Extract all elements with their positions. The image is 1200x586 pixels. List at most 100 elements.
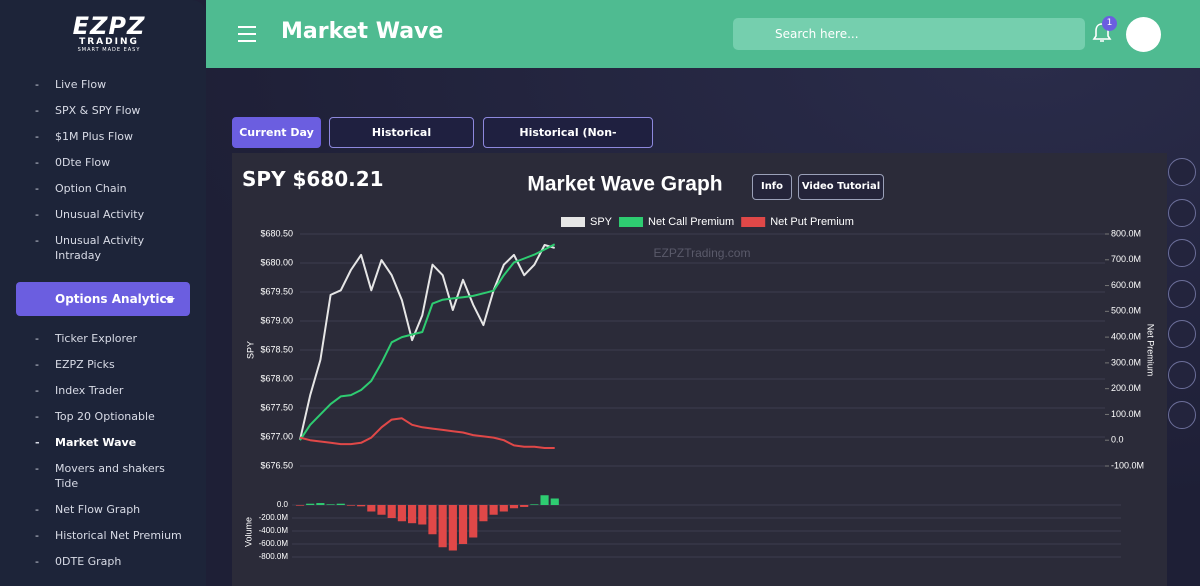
y2-tick-label: 500.0M <box>1111 306 1141 316</box>
y-tick-label: -800.0M <box>259 552 289 561</box>
bar <box>489 505 498 515</box>
legend-swatch <box>561 217 585 227</box>
logo[interactable]: EZPZ TRADING SMART MADE EASY <box>64 12 154 53</box>
nav-item[interactable]: Option Chain <box>0 181 190 196</box>
bar <box>346 505 356 506</box>
y2-tick-label: 700.0M <box>1111 254 1141 264</box>
icon-button[interactable] <box>1168 360 1196 389</box>
nav-item[interactable]: Movers and shakers Tide <box>0 461 190 491</box>
bar <box>448 505 457 551</box>
series-line <box>299 244 555 441</box>
bar <box>377 505 386 515</box>
bar <box>295 505 305 506</box>
side-icons <box>1168 158 1196 442</box>
nav-item[interactable]: EZPZ Picks <box>0 357 190 372</box>
nav-item[interactable]: 0DTE Graph <box>0 554 190 569</box>
y-tick-label: $678.00 <box>260 373 293 383</box>
sidebar: EZPZ TRADING SMART MADE EASY Live Flow SP… <box>0 0 206 586</box>
bar <box>499 505 508 512</box>
logo-tagline: SMART MADE EASY <box>77 47 141 53</box>
tutorial-button[interactable]: Video Tutorial <box>798 174 884 200</box>
nav-group[interactable]: Options Analytics <box>16 282 190 316</box>
bar <box>458 505 468 544</box>
y-tick-label: $677.00 <box>260 431 293 441</box>
y-axis-title: SPY <box>245 341 255 359</box>
y-tick-label: $679.50 <box>260 286 293 296</box>
nav-item[interactable]: Market Wave <box>0 435 190 450</box>
legend-label: Net Put Premium <box>770 216 854 228</box>
page-title: Market Wave <box>281 19 444 44</box>
icon-button[interactable] <box>1168 279 1196 308</box>
menu-button[interactable] <box>238 26 256 47</box>
y-tick-label: -200.0M <box>259 513 289 522</box>
bar <box>530 504 539 505</box>
y-axis-title: Volume <box>243 517 253 547</box>
nav-item[interactable]: Historical Net Premium <box>0 528 190 543</box>
chart-title: Market Wave Graph <box>527 173 722 196</box>
logo-name: EZPZ <box>72 12 146 40</box>
bar <box>408 505 417 524</box>
y2-tick-label: 0.0 <box>1111 435 1124 445</box>
nav-item[interactable]: 0Dte Flow <box>0 155 190 170</box>
y2-tick-label: 800.0M <box>1111 228 1141 238</box>
bar <box>479 505 488 522</box>
y-tick-label: $677.50 <box>260 402 293 412</box>
bar <box>469 505 478 538</box>
notification-badge: 1 <box>1102 16 1117 31</box>
nav-list: Live Flow SPX & SPY Flow $1M Plus Flow 0Dte… <box>0 77 206 274</box>
icon-button[interactable] <box>1168 239 1196 267</box>
nav-item[interactable]: Unusual Activity <box>0 207 190 222</box>
nav-list: Ticker Explorer EZPZ Picks Index Trader Top… <box>0 331 206 580</box>
legend-label: Net Call Premium <box>648 216 734 228</box>
bar <box>438 505 447 548</box>
bar <box>367 505 376 512</box>
y2-tick-label: 300.0M <box>1111 357 1141 367</box>
tab[interactable]: Current Day <box>232 117 321 148</box>
icon-button[interactable] <box>1168 401 1196 429</box>
bar <box>418 505 427 525</box>
series-line <box>299 417 555 449</box>
avatar[interactable] <box>1126 17 1161 52</box>
tab[interactable]: Historical (Non-Cumulative) <box>483 117 653 168</box>
legend-swatch <box>741 217 766 227</box>
y2-tick-label: -100.0M <box>1111 460 1144 470</box>
y-tick-label: $679.00 <box>260 315 293 325</box>
nav-item[interactable]: Top 20 Optionable <box>0 409 190 424</box>
bar <box>306 503 315 505</box>
y2-tick-label: 200.0M <box>1111 383 1141 393</box>
bar <box>326 504 335 505</box>
bar <box>520 505 529 507</box>
y-tick-label: $680.50 <box>260 228 293 238</box>
header: Market Wave Search here... 1 <box>206 0 1200 68</box>
nav-item[interactable]: $1M Plus Flow <box>0 129 190 144</box>
y-tick-label: -600.0M <box>259 539 289 548</box>
nav-item[interactable]: Net Flow Graph <box>0 502 190 517</box>
y-tick-label: 0.0 <box>277 500 289 509</box>
ticker-price: SPY $680.21 <box>242 167 384 191</box>
bar <box>316 503 325 505</box>
bar <box>387 505 396 518</box>
info-button[interactable]: Info <box>752 174 792 200</box>
series-line <box>299 243 556 441</box>
watermark: EZPZTrading.com <box>654 246 751 260</box>
icon-button[interactable] <box>1168 320 1196 348</box>
search-placeholder: Search here... <box>775 27 859 41</box>
nav-item[interactable]: Index Trader <box>0 383 190 398</box>
y-tick-label: $680.00 <box>260 257 293 267</box>
bar <box>336 503 345 505</box>
icon-button[interactable] <box>1168 198 1196 227</box>
nav-item[interactable]: Ticker Explorer <box>0 331 190 346</box>
search-box[interactable]: Search here... <box>733 18 1085 50</box>
bar <box>397 505 406 522</box>
nav-item[interactable]: SPX & SPY Flow <box>0 103 190 118</box>
bar <box>540 495 549 505</box>
icon-button[interactable] <box>1168 158 1196 186</box>
bar <box>550 498 559 505</box>
bar <box>428 505 437 535</box>
legend-label: SPY <box>590 216 613 228</box>
y-tick-label: $676.50 <box>260 460 293 470</box>
y-tick-label: $678.50 <box>260 344 293 354</box>
nav-item[interactable]: Live Flow <box>0 77 190 92</box>
nav-item[interactable]: Unusual Activity Intraday <box>0 233 190 263</box>
